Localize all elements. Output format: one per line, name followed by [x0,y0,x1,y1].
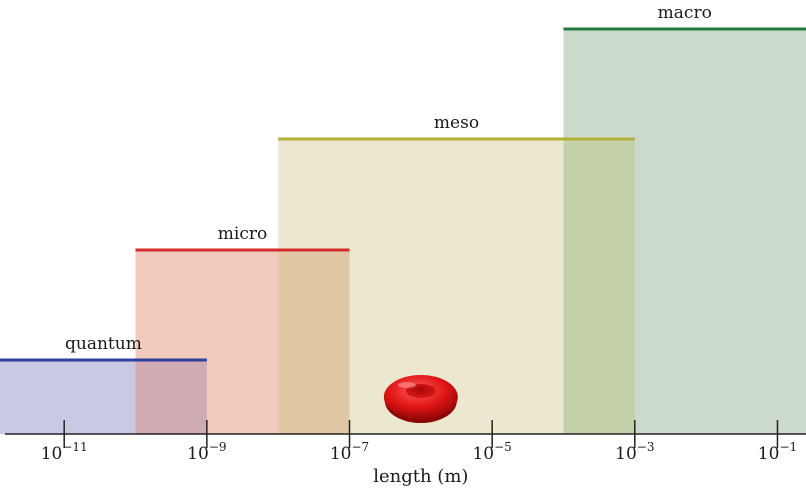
x-tick-label: 10−7 [330,440,369,464]
overlap-band [135,360,207,434]
regions-layer [0,29,806,434]
overlap-band [563,139,635,434]
x-tick-label-exponent: −1 [779,440,797,454]
x-tick-label: 10−1 [758,440,797,464]
x-tick-label: 10−9 [187,440,226,464]
x-tick-label: 10−11 [41,440,88,464]
x-tick-label-base: 10 [758,444,780,464]
overlap-layer [135,139,635,434]
x-tick-label-base: 10 [615,444,637,464]
x-axis-ticks: 10−11 10−9 10−7 10−5 10−3 10−1 [41,420,797,464]
x-tick-label: 10−5 [472,440,511,464]
region-lines-layer [0,27,806,362]
x-tick-label-base: 10 [472,444,494,464]
x-tick-label-base: 10 [187,444,209,464]
x-tick-label-exponent: −7 [351,440,369,454]
region-meso-label: meso [434,113,479,133]
region-labels-layer: quantum micro meso macro [65,3,712,354]
x-tick-label-exponent: −11 [62,440,87,454]
x-tick-label-exponent: −5 [494,440,512,454]
x-tick-label-base: 10 [330,444,352,464]
cell-highlight [397,382,416,388]
overlap-band [278,250,350,434]
x-tick-label-exponent: −3 [637,440,655,454]
region-macro-label: macro [658,3,712,23]
region-micro-label: micro [218,224,267,244]
region-quantum-label: quantum [65,334,142,354]
x-tick-label-exponent: −9 [209,440,227,454]
red-blood-cell-icon [383,375,458,423]
cell-dimple [405,384,436,398]
x-axis-title: length (m) [373,466,468,487]
x-tick-label-base: 10 [41,444,63,464]
x-tick-label: 10−3 [615,440,654,464]
